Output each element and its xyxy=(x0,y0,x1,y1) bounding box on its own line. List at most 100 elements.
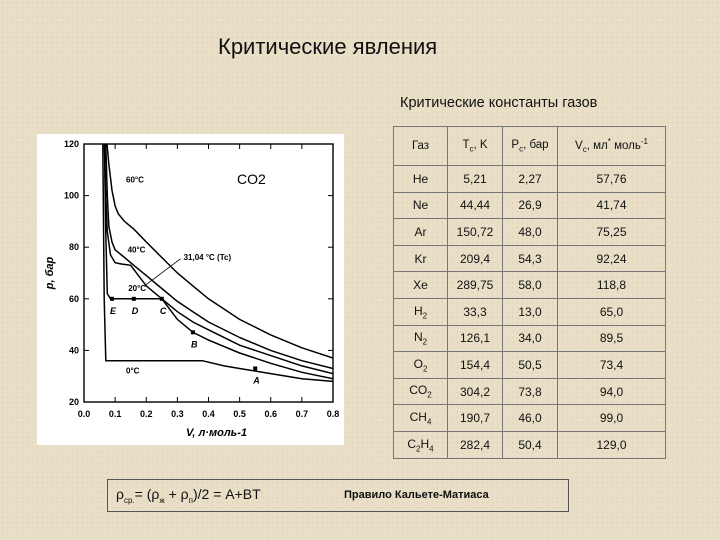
header-pc: Pc, бар xyxy=(502,126,558,166)
state-point xyxy=(131,296,136,301)
cell-pc: 46,0 xyxy=(502,404,558,432)
isotherm-label: 31,04 °C (Tc) xyxy=(184,253,232,262)
cell-gas: Xe xyxy=(393,271,448,299)
x-tick-label: 0.0 xyxy=(78,409,91,419)
isotherm-label: 40°C xyxy=(128,245,146,254)
header-vc-mol-sup: -1 xyxy=(640,137,648,147)
cell-pc: 54,3 xyxy=(502,244,558,273)
tc-pointer-line xyxy=(146,258,181,285)
cell-pc: 58,0 xyxy=(502,271,558,299)
table-row: CH4 190,7 46,0 99,0 xyxy=(393,404,666,432)
cell-tc: 209,4 xyxy=(447,244,503,273)
header-vc: Vc, мл* моль-1 xyxy=(557,126,666,166)
cell-vc: 99,0 xyxy=(557,404,666,432)
cell-vc: 92,24 xyxy=(557,244,666,273)
state-point-label: C xyxy=(160,306,167,316)
header-tc-sub: c xyxy=(469,144,474,154)
y-tick-label: 40 xyxy=(69,345,79,355)
table-row: H2 33,3 13,0 65,0 xyxy=(393,297,666,326)
table-row: C2H4 282,4 50,4 129,0 xyxy=(393,430,666,459)
gas-subscript: 2 xyxy=(422,337,428,347)
x-tick-label: 0.5 xyxy=(233,409,246,419)
cell-tc: 126,1 xyxy=(447,324,503,353)
gas-symbol: O xyxy=(413,356,423,371)
gas-subscript: 2 xyxy=(422,364,428,374)
header-gas: Газ xyxy=(393,126,448,166)
x-tick-label: 0.3 xyxy=(171,409,184,419)
cell-gas: Ne xyxy=(393,191,448,220)
cell-pc: 73,8 xyxy=(502,377,558,406)
gas-subscript: 2 xyxy=(427,390,432,400)
cailletet-mathias-rule: Правило Кальете-Матиаса xyxy=(344,489,489,501)
rho-symbol-zh: ρ xyxy=(151,486,160,502)
co2-isotherm-chart: 0.0 0.1 0.2 0.3 0.4 0.5 0.6 0.7 0.8 20 40 60 80 100 12… xyxy=(37,134,344,445)
rho-symbol: ρ xyxy=(116,486,124,502)
cell-vc: 41,74 xyxy=(557,191,666,220)
gas-symbol: Xe xyxy=(413,278,428,293)
cell-gas: He xyxy=(393,165,448,193)
cell-gas: N2 xyxy=(393,324,448,353)
cell-tc: 5,21 xyxy=(447,165,503,193)
critical-constants-table: Газ Tc, K Pc, бар Vc, мл* моль-1 He 5,21 2… xyxy=(393,126,666,459)
gas-symbol: N xyxy=(413,330,423,345)
state-point xyxy=(159,296,164,301)
isotherm-line xyxy=(103,144,333,380)
table-row: Ne 44,44 26,9 41,74 xyxy=(393,191,666,220)
cell-tc: 154,4 xyxy=(447,351,503,379)
x-tick-label: 0.6 xyxy=(264,409,277,419)
rho-sub-p: п xyxy=(188,495,193,505)
cell-vc: 129,0 xyxy=(557,430,666,459)
cell-tc: 33,3 xyxy=(447,297,503,326)
gas-subscript: 4 xyxy=(429,443,434,453)
gas-symbol-h: H xyxy=(420,436,430,451)
rho-symbol-p: ρ xyxy=(180,486,189,502)
state-point xyxy=(110,296,115,301)
table-row: N2 126,1 34,0 89,5 xyxy=(393,324,666,353)
table-row: CO2 304,2 73,8 94,0 xyxy=(393,377,666,406)
gas-symbol: CH xyxy=(409,409,427,424)
cell-gas: Kr xyxy=(393,244,448,273)
isotherm-line xyxy=(106,144,333,359)
cell-gas: CO2 xyxy=(393,377,448,406)
table-row: O2 154,4 50,5 73,4 xyxy=(393,351,666,379)
formula-tail: )/2 = A+BT xyxy=(192,486,261,502)
cell-gas: Ar xyxy=(393,218,448,246)
table-row: Xe 289,75 58,0 118,8 xyxy=(393,271,666,299)
state-point-label: B xyxy=(191,339,198,349)
state-point-label: D xyxy=(132,306,139,316)
state-point xyxy=(253,366,258,371)
cell-tc: 44,44 xyxy=(447,191,503,220)
cell-gas: H2 xyxy=(393,297,448,326)
cell-vc: 65,0 xyxy=(557,297,666,326)
cell-tc: 289,75 xyxy=(447,271,503,299)
gas-subscript: 2 xyxy=(416,443,421,453)
table-row: Kr 209,4 54,3 92,24 xyxy=(393,244,666,273)
y-tick-label: 120 xyxy=(64,139,79,149)
x-tick-label: 0.7 xyxy=(296,409,309,419)
header-vc-sub: c xyxy=(582,145,587,155)
state-point-label: A xyxy=(252,375,260,385)
rho-sub-cp: ср. xyxy=(123,495,135,505)
rho-sub-zh: ж xyxy=(159,495,165,505)
cell-vc: 94,0 xyxy=(557,377,666,406)
header-pc-unit: , бар xyxy=(523,138,549,151)
table-row: He 5,21 2,27 57,76 xyxy=(393,165,666,193)
cell-vc: 75,25 xyxy=(557,218,666,246)
cell-pc: 48,0 xyxy=(502,218,558,246)
gas-symbol: H xyxy=(413,303,423,318)
cell-gas: CH4 xyxy=(393,404,448,432)
isotherm-label: 60°C xyxy=(126,176,144,185)
cell-vc: 118,8 xyxy=(557,271,666,299)
isotherm-line xyxy=(105,144,333,370)
gas-symbol: Ar xyxy=(414,224,427,239)
isotherm-line xyxy=(103,144,333,375)
gas-symbol: CO xyxy=(409,383,428,398)
header-vc-mol: моль xyxy=(614,140,641,153)
cell-pc: 13,0 xyxy=(502,297,558,326)
gas-symbol: He xyxy=(412,171,429,186)
gas-symbol: Ne xyxy=(412,198,429,213)
x-tick-label: 0.2 xyxy=(140,409,153,419)
header-pc-symbol: P xyxy=(511,138,520,151)
cell-gas: C2H4 xyxy=(393,430,448,459)
formula-box: ρср.= (ρж + ρп)/2 = A+BT Правило Кальете… xyxy=(107,479,569,512)
